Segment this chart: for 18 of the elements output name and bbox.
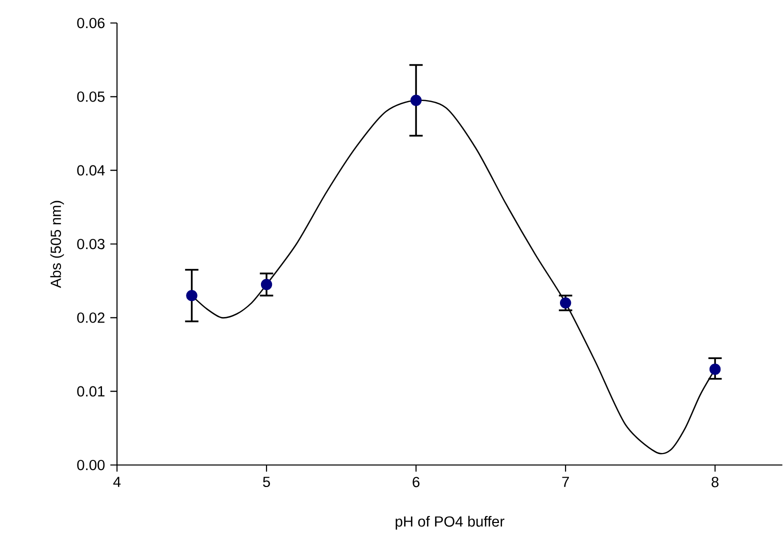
point	[709, 364, 721, 375]
x-tick-label: 6	[412, 476, 420, 488]
y-tick-label: 0.03	[77, 238, 105, 250]
x-tick-label: 4	[113, 476, 121, 487]
y-tick-label: 0.02	[77, 312, 104, 323]
y-tick-label: 0.06	[77, 18, 105, 28]
x-tick-label: 5	[263, 476, 270, 488]
y-tick-label: 0.04	[77, 165, 105, 176]
y-tick-label: 0.01	[77, 386, 104, 397]
x-tick-label: 8	[712, 476, 718, 488]
y-axis-title: Abs (505 nm)	[50, 200, 64, 288]
x-axis-title: pH of PO4 buffer	[396, 516, 504, 530]
y-tick-label: 0.00	[77, 460, 105, 470]
x-tick-label: 7	[562, 476, 569, 487]
y-tick-label: 0.05	[77, 91, 105, 102]
point	[186, 290, 198, 302]
point	[260, 278, 272, 290]
point	[410, 94, 422, 106]
